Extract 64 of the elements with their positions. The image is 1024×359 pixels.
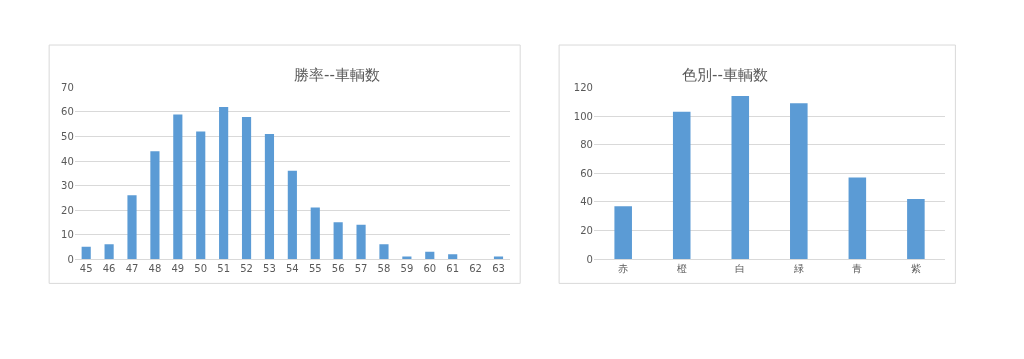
x-tick-label: 49 — [171, 263, 185, 275]
x-tick-label: 白 — [735, 263, 746, 275]
bar — [196, 131, 206, 260]
bar — [907, 199, 925, 260]
bar — [150, 151, 160, 260]
bar — [379, 244, 389, 260]
x-tick-label: 46 — [102, 263, 116, 275]
bar — [333, 222, 343, 260]
x-tick-label: 59 — [400, 263, 414, 275]
bar — [425, 251, 435, 260]
bar — [219, 107, 229, 260]
bar — [731, 96, 750, 260]
x-tick-label: 48 — [148, 263, 162, 275]
x-tick-label: 62 — [469, 263, 482, 275]
y-tick-label: 40 — [580, 196, 593, 208]
y-tick-label: 20 — [61, 204, 74, 216]
x-tick-label: 61 — [446, 263, 460, 275]
y-tick-label: 20 — [580, 224, 593, 236]
bar — [614, 206, 632, 260]
x-tick-label: 紫 — [910, 263, 921, 275]
y-tick-label: 0 — [586, 253, 593, 265]
bar — [264, 134, 275, 260]
chart-title: 勝率--車輌数 — [294, 66, 380, 84]
x-tick-label: 63 — [492, 263, 505, 275]
x-tick-label: 57 — [354, 263, 368, 275]
y-tick-label: 100 — [573, 110, 593, 122]
x-tick-label: 53 — [263, 263, 276, 275]
bar — [104, 244, 114, 260]
bar — [356, 224, 366, 260]
x-tick-label: 50 — [194, 263, 208, 275]
bar — [790, 103, 808, 260]
bar — [448, 254, 458, 260]
x-tick-label: 55 — [308, 263, 322, 275]
bar — [81, 246, 91, 260]
chart-title: 色別--車輌数 — [682, 66, 768, 84]
x-tick-label: 45 — [79, 263, 93, 275]
x-tick-label: 60 — [423, 263, 437, 275]
x-tick-label: 赤 — [618, 263, 629, 275]
x-tick-label: 56 — [331, 263, 345, 275]
y-tick-label: 40 — [61, 155, 74, 167]
x-tick-label: 緑 — [792, 263, 804, 275]
y-tick-label: 80 — [580, 139, 593, 151]
x-tick-label: 橙 — [676, 263, 687, 275]
y-tick-label: 30 — [61, 180, 74, 192]
bar — [173, 114, 183, 260]
bar — [672, 111, 691, 260]
x-tick-label: 52 — [240, 263, 253, 275]
x-tick-label: 青 — [852, 263, 863, 275]
x-tick-label: 51 — [217, 263, 230, 275]
bar — [310, 207, 320, 260]
y-tick-label: 0 — [67, 253, 74, 265]
y-tick-label: 50 — [61, 131, 74, 142]
bar — [241, 116, 252, 260]
x-tick-label: 47 — [125, 263, 139, 275]
y-tick-label: 70 — [61, 81, 74, 93]
y-tick-label: 60 — [61, 106, 74, 118]
y-tick-label: 10 — [61, 229, 74, 241]
x-tick-label: 54 — [285, 263, 299, 275]
y-tick-label: 120 — [573, 81, 593, 93]
bar — [287, 170, 297, 260]
bar — [127, 195, 137, 260]
y-tick-label: 60 — [580, 167, 593, 179]
bar — [848, 177, 867, 260]
x-tick-label: 58 — [377, 263, 391, 275]
